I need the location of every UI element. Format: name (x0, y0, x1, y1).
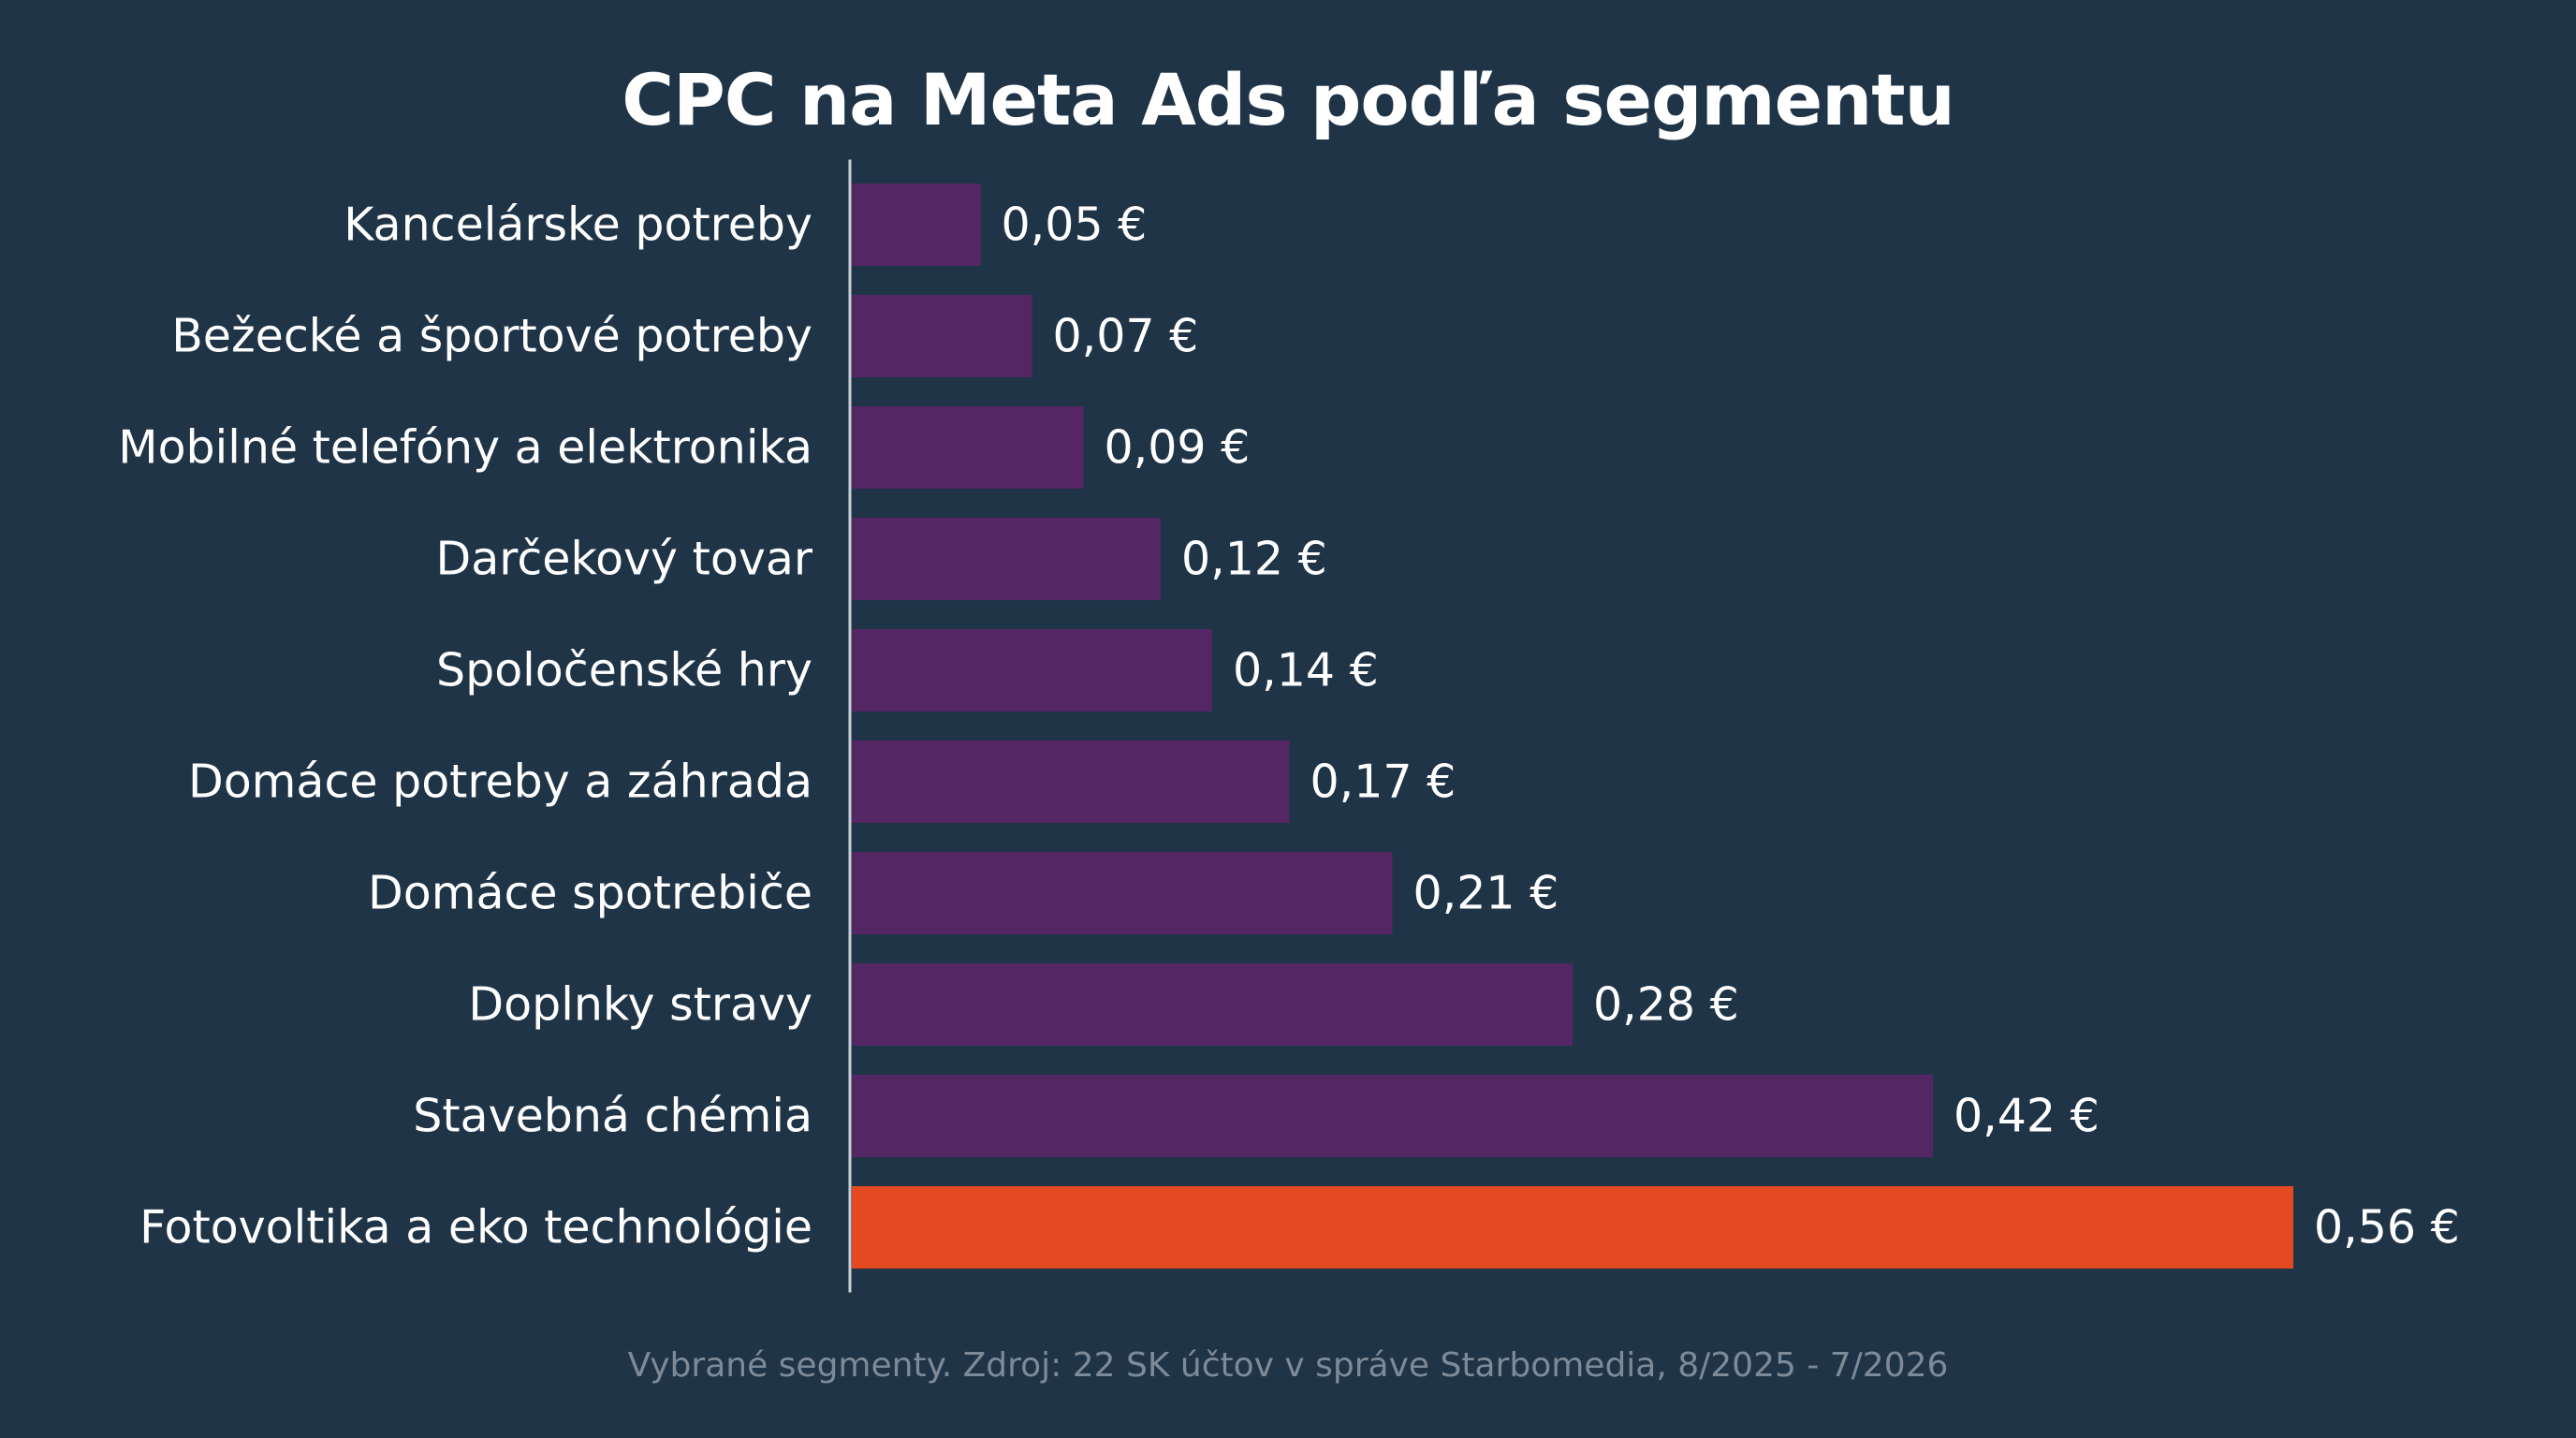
value-label: 0,56 € (2314, 1201, 2460, 1255)
category-label: Darčekový tovar (436, 533, 813, 586)
category-label: Domáce spotrebiče (368, 867, 812, 920)
bar (852, 741, 1290, 823)
bar (852, 406, 1084, 489)
highlighted-bar (852, 1186, 2293, 1269)
category-label: Stavebná chémia (413, 1090, 812, 1143)
bar (852, 295, 1032, 377)
value-label: 0,17 € (1310, 756, 1456, 809)
value-label: 0,07 € (1053, 310, 1199, 363)
bar (852, 518, 1161, 600)
value-label: 0,05 € (1002, 198, 1148, 252)
category-label: Bežecké a športové potreby (171, 310, 812, 363)
value-label: 0,12 € (1181, 533, 1327, 586)
value-label: 0,09 € (1105, 421, 1251, 475)
bar (852, 1075, 1933, 1157)
bar (852, 963, 1573, 1046)
value-label: 0,14 € (1233, 644, 1379, 697)
category-label: Kancelárske potreby (344, 198, 812, 252)
category-label: Fotovoltika a eko technológie (139, 1201, 812, 1255)
category-label: Spoločenské hry (436, 644, 812, 697)
category-label: Doplnky stravy (468, 978, 812, 1032)
value-label: 0,28 € (1593, 978, 1739, 1032)
bar (852, 852, 1393, 934)
source-note: Vybrané segmenty. Zdroj: 22 SK účtov v s… (627, 1346, 1949, 1385)
category-label: Domáce potreby a záhrada (188, 756, 812, 809)
chart-title: CPC na Meta Ads podľa segmentu (622, 58, 1954, 141)
value-label: 0,42 € (1954, 1090, 2100, 1143)
value-label: 0,21 € (1413, 867, 1559, 920)
category-label: Mobilné telefóny a elektronika (118, 421, 812, 475)
bar (852, 629, 1212, 712)
bar (852, 183, 981, 266)
